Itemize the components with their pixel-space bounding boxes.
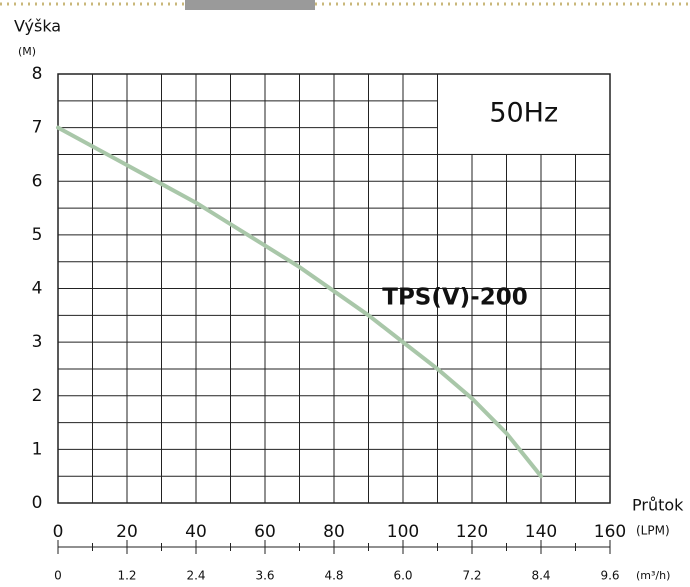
x-tick-label: 80 bbox=[323, 522, 345, 542]
x2-unit: (m³/h) bbox=[636, 569, 670, 582]
x-tick-label: 40 bbox=[185, 522, 207, 542]
annotation-box bbox=[437, 73, 611, 155]
y-tick-label: 0 bbox=[32, 493, 43, 513]
plot-frame bbox=[57, 73, 611, 504]
x2-tick-label: 8.4 bbox=[531, 569, 550, 583]
y-tick-label: 8 bbox=[32, 64, 43, 84]
x2-tick-label: 1.2 bbox=[117, 569, 136, 583]
y-tick-label: 7 bbox=[32, 118, 43, 138]
x-tick-label: 20 bbox=[116, 522, 138, 542]
x2-tick-label: 7.2 bbox=[462, 569, 481, 583]
x-tick-label: 140 bbox=[525, 522, 557, 542]
x2-tick-label: 3.6 bbox=[255, 569, 274, 583]
y-tick-label: 3 bbox=[32, 332, 43, 352]
y-label: Výška bbox=[14, 17, 61, 36]
x-tick-label: 120 bbox=[456, 522, 488, 542]
annotation: 50Hz bbox=[489, 98, 558, 129]
y-unit: (M) bbox=[18, 45, 36, 58]
x2-tick-label: 4.8 bbox=[324, 569, 343, 583]
x-tick-label: 60 bbox=[254, 522, 276, 542]
x-unit: (LPM) bbox=[636, 524, 670, 538]
y-tick-label: 2 bbox=[32, 386, 43, 406]
x2-tick-label: 6.0 bbox=[393, 569, 412, 583]
x2-tick-label: 0 bbox=[54, 569, 62, 583]
series-label: TPS(V)-200 bbox=[382, 285, 528, 311]
x-tick-label: 0 bbox=[53, 522, 64, 542]
x-tick-label: 160 bbox=[594, 522, 626, 542]
x-tick-label: 100 bbox=[387, 522, 419, 542]
x2-tick-label: 9.6 bbox=[600, 569, 619, 583]
y-tick-label: 6 bbox=[32, 171, 43, 191]
line-series bbox=[56, 125, 543, 479]
y-tick-label: 4 bbox=[32, 279, 43, 299]
x-label: Průtok bbox=[632, 496, 684, 515]
x2-tick-label: 2.4 bbox=[186, 569, 205, 583]
y-tick-label: 5 bbox=[32, 225, 43, 245]
y-tick-label: 1 bbox=[32, 439, 43, 459]
decor-band bbox=[185, 0, 315, 10]
